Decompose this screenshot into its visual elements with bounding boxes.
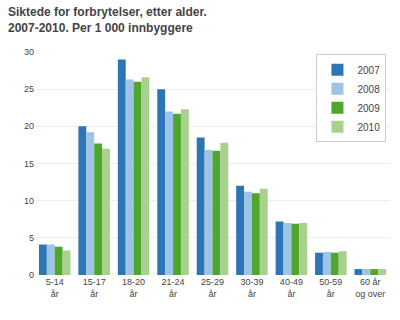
svg-text:50-59år: 50-59år <box>319 277 342 299</box>
svg-text:60 årog over: 60 årog over <box>355 277 385 299</box>
svg-text:21-24år: 21-24år <box>162 277 185 299</box>
svg-text:2007: 2007 <box>357 65 380 76</box>
svg-text:2008: 2008 <box>357 84 380 95</box>
svg-text:40-49år: 40-49år <box>280 277 303 299</box>
svg-text:30: 30 <box>24 47 34 57</box>
svg-text:5: 5 <box>29 233 34 243</box>
svg-text:2009: 2009 <box>357 103 380 114</box>
svg-text:10: 10 <box>24 196 34 206</box>
svg-text:30-39år: 30-39år <box>240 277 263 299</box>
svg-text:5-14år: 5-14år <box>46 277 64 299</box>
svg-text:20: 20 <box>24 121 34 131</box>
svg-text:2010: 2010 <box>357 122 380 133</box>
svg-text:0: 0 <box>29 270 34 280</box>
svg-text:25-29år: 25-29år <box>201 277 224 299</box>
svg-text:Siktede for forbrytelser, ette: Siktede for forbrytelser, etter alder.20… <box>8 5 207 35</box>
svg-text:25: 25 <box>24 84 34 94</box>
svg-text:15-17år: 15-17år <box>83 277 106 299</box>
svg-text:15: 15 <box>24 159 34 169</box>
svg-text:18-20år: 18-20år <box>122 277 145 299</box>
